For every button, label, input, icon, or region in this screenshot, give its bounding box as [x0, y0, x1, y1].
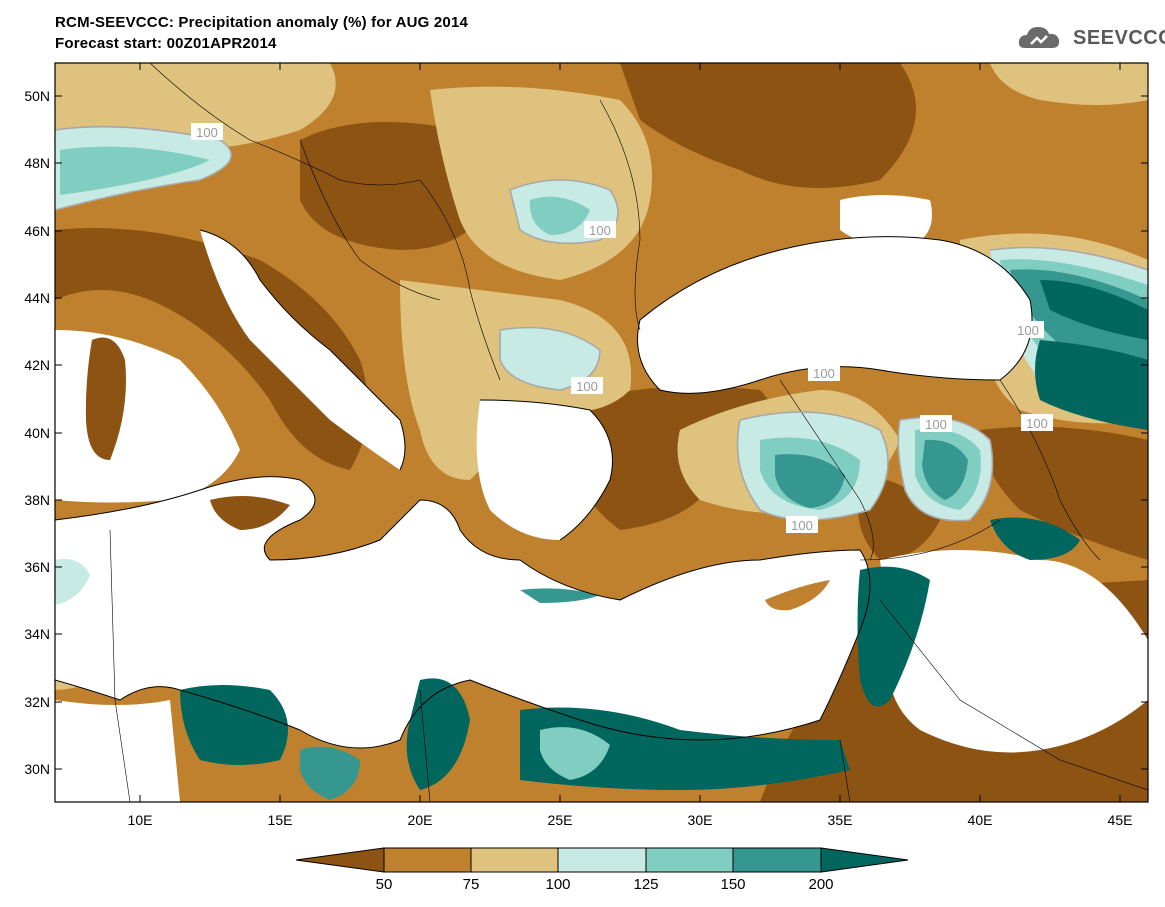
anomaly-band-above-200	[520, 707, 850, 790]
colorbar-label: 125	[633, 876, 658, 893]
lat-label: 36N	[24, 559, 50, 575]
coastlines	[55, 229, 1033, 749]
lat-label: 32N	[24, 694, 50, 710]
colorbar-75-100	[470, 847, 559, 873]
mediterranean-sea	[55, 476, 870, 748]
colorbar-100-125	[557, 847, 647, 873]
lon-label: 40E	[968, 812, 993, 828]
crete	[520, 588, 600, 603]
anomaly-band-200	[775, 454, 845, 508]
colorbar-above-200	[820, 847, 909, 873]
anomaly-band-100	[400, 280, 632, 480]
contour-label: 100	[576, 379, 598, 394]
anomaly-band-150	[529, 196, 590, 235]
anomaly-band-above-200	[857, 566, 930, 707]
lat-label: 38N	[24, 492, 50, 508]
contour-label: 100	[1026, 416, 1048, 431]
lon-label: 45E	[1108, 812, 1133, 828]
lon-label: 10E	[128, 812, 153, 828]
colorbar-label: 200	[808, 876, 833, 893]
sicily	[210, 496, 290, 530]
contour-label: 100	[925, 417, 947, 432]
anomaly-band-above-200	[406, 678, 470, 790]
anomaly-band-125	[55, 559, 90, 605]
contour-labels: 100 100 100 100 100 100 100 100	[191, 123, 1053, 533]
anomaly-band-50	[980, 426, 1148, 560]
cloud-logo-icon	[1018, 27, 1060, 48]
anomaly-band-above-200	[1035, 340, 1148, 430]
colorbar-label: 100	[545, 876, 570, 893]
colorbar-125-150	[645, 847, 734, 873]
lat-label: 46N	[24, 223, 50, 239]
contour-label: 100	[196, 125, 218, 140]
lat-label: 40N	[24, 425, 50, 441]
lat-label: 42N	[24, 357, 50, 373]
latitude-axis: 50N 48N 46N 44N 42N 40N 38N 36N 34N 32N 30N	[24, 88, 1148, 777]
precipitation-field	[55, 63, 1148, 802]
anomaly-band-125	[500, 327, 600, 390]
no-data-area	[55, 700, 180, 802]
seevccc-logo: SEEVCCC	[1017, 22, 1165, 54]
lon-label: 15E	[268, 812, 293, 828]
anomaly-band-200	[922, 439, 968, 500]
sardinia-corsica	[85, 337, 126, 460]
aegean-sea	[476, 400, 613, 540]
lon-label: 25E	[548, 812, 573, 828]
logo-text: SEEVCCC	[1073, 26, 1165, 49]
anomaly-band-200	[300, 746, 360, 800]
anomaly-band-150	[60, 146, 210, 195]
lon-label: 30E	[688, 812, 713, 828]
no-data-area	[880, 550, 1148, 753]
colorbar: 50 75 100 125 150 200	[295, 847, 909, 893]
sea-of-azov	[840, 195, 932, 250]
colorbar-50-75	[383, 847, 472, 873]
anomaly-band-150	[540, 727, 610, 780]
contour-label: 100	[1017, 323, 1039, 338]
anomaly-band-50	[55, 228, 368, 470]
lat-label: 30N	[24, 761, 50, 777]
lat-label: 50N	[24, 88, 50, 104]
chart-title: RCM-SEEVCCC: Precipitation anomaly (%) f…	[55, 14, 469, 31]
anomaly-band-50	[620, 63, 916, 188]
colorbar-label: 75	[463, 876, 480, 893]
black-sea	[637, 236, 1032, 394]
colorbar-label: 50	[376, 876, 393, 893]
lat-label: 34N	[24, 626, 50, 642]
cyprus	[765, 580, 830, 611]
longitude-axis: 10E 15E 20E 25E 30E 35E 40E 45E	[128, 63, 1133, 828]
lon-label: 35E	[828, 812, 853, 828]
lat-label: 48N	[24, 155, 50, 171]
forecast-start-subtitle: Forecast start: 00Z01APR2014	[55, 35, 277, 52]
anomaly-band-100	[990, 63, 1148, 105]
lat-label: 44N	[24, 290, 50, 306]
adriatic-sea	[200, 230, 405, 470]
colorbar-150-200	[732, 847, 822, 873]
contour-label: 100	[791, 518, 813, 533]
contour-label: 100	[589, 223, 611, 238]
anomaly-band-above-200	[180, 685, 288, 765]
contour-100-lines	[55, 125, 1148, 522]
colorbar-label: 150	[720, 876, 745, 893]
colorbar-below-50	[295, 847, 385, 873]
lon-label: 20E	[408, 812, 433, 828]
anomaly-band-above-200	[1040, 280, 1148, 340]
anomaly-band-above-200	[990, 517, 1080, 560]
country-borders	[109, 63, 1148, 802]
contour-label: 100	[813, 366, 835, 381]
